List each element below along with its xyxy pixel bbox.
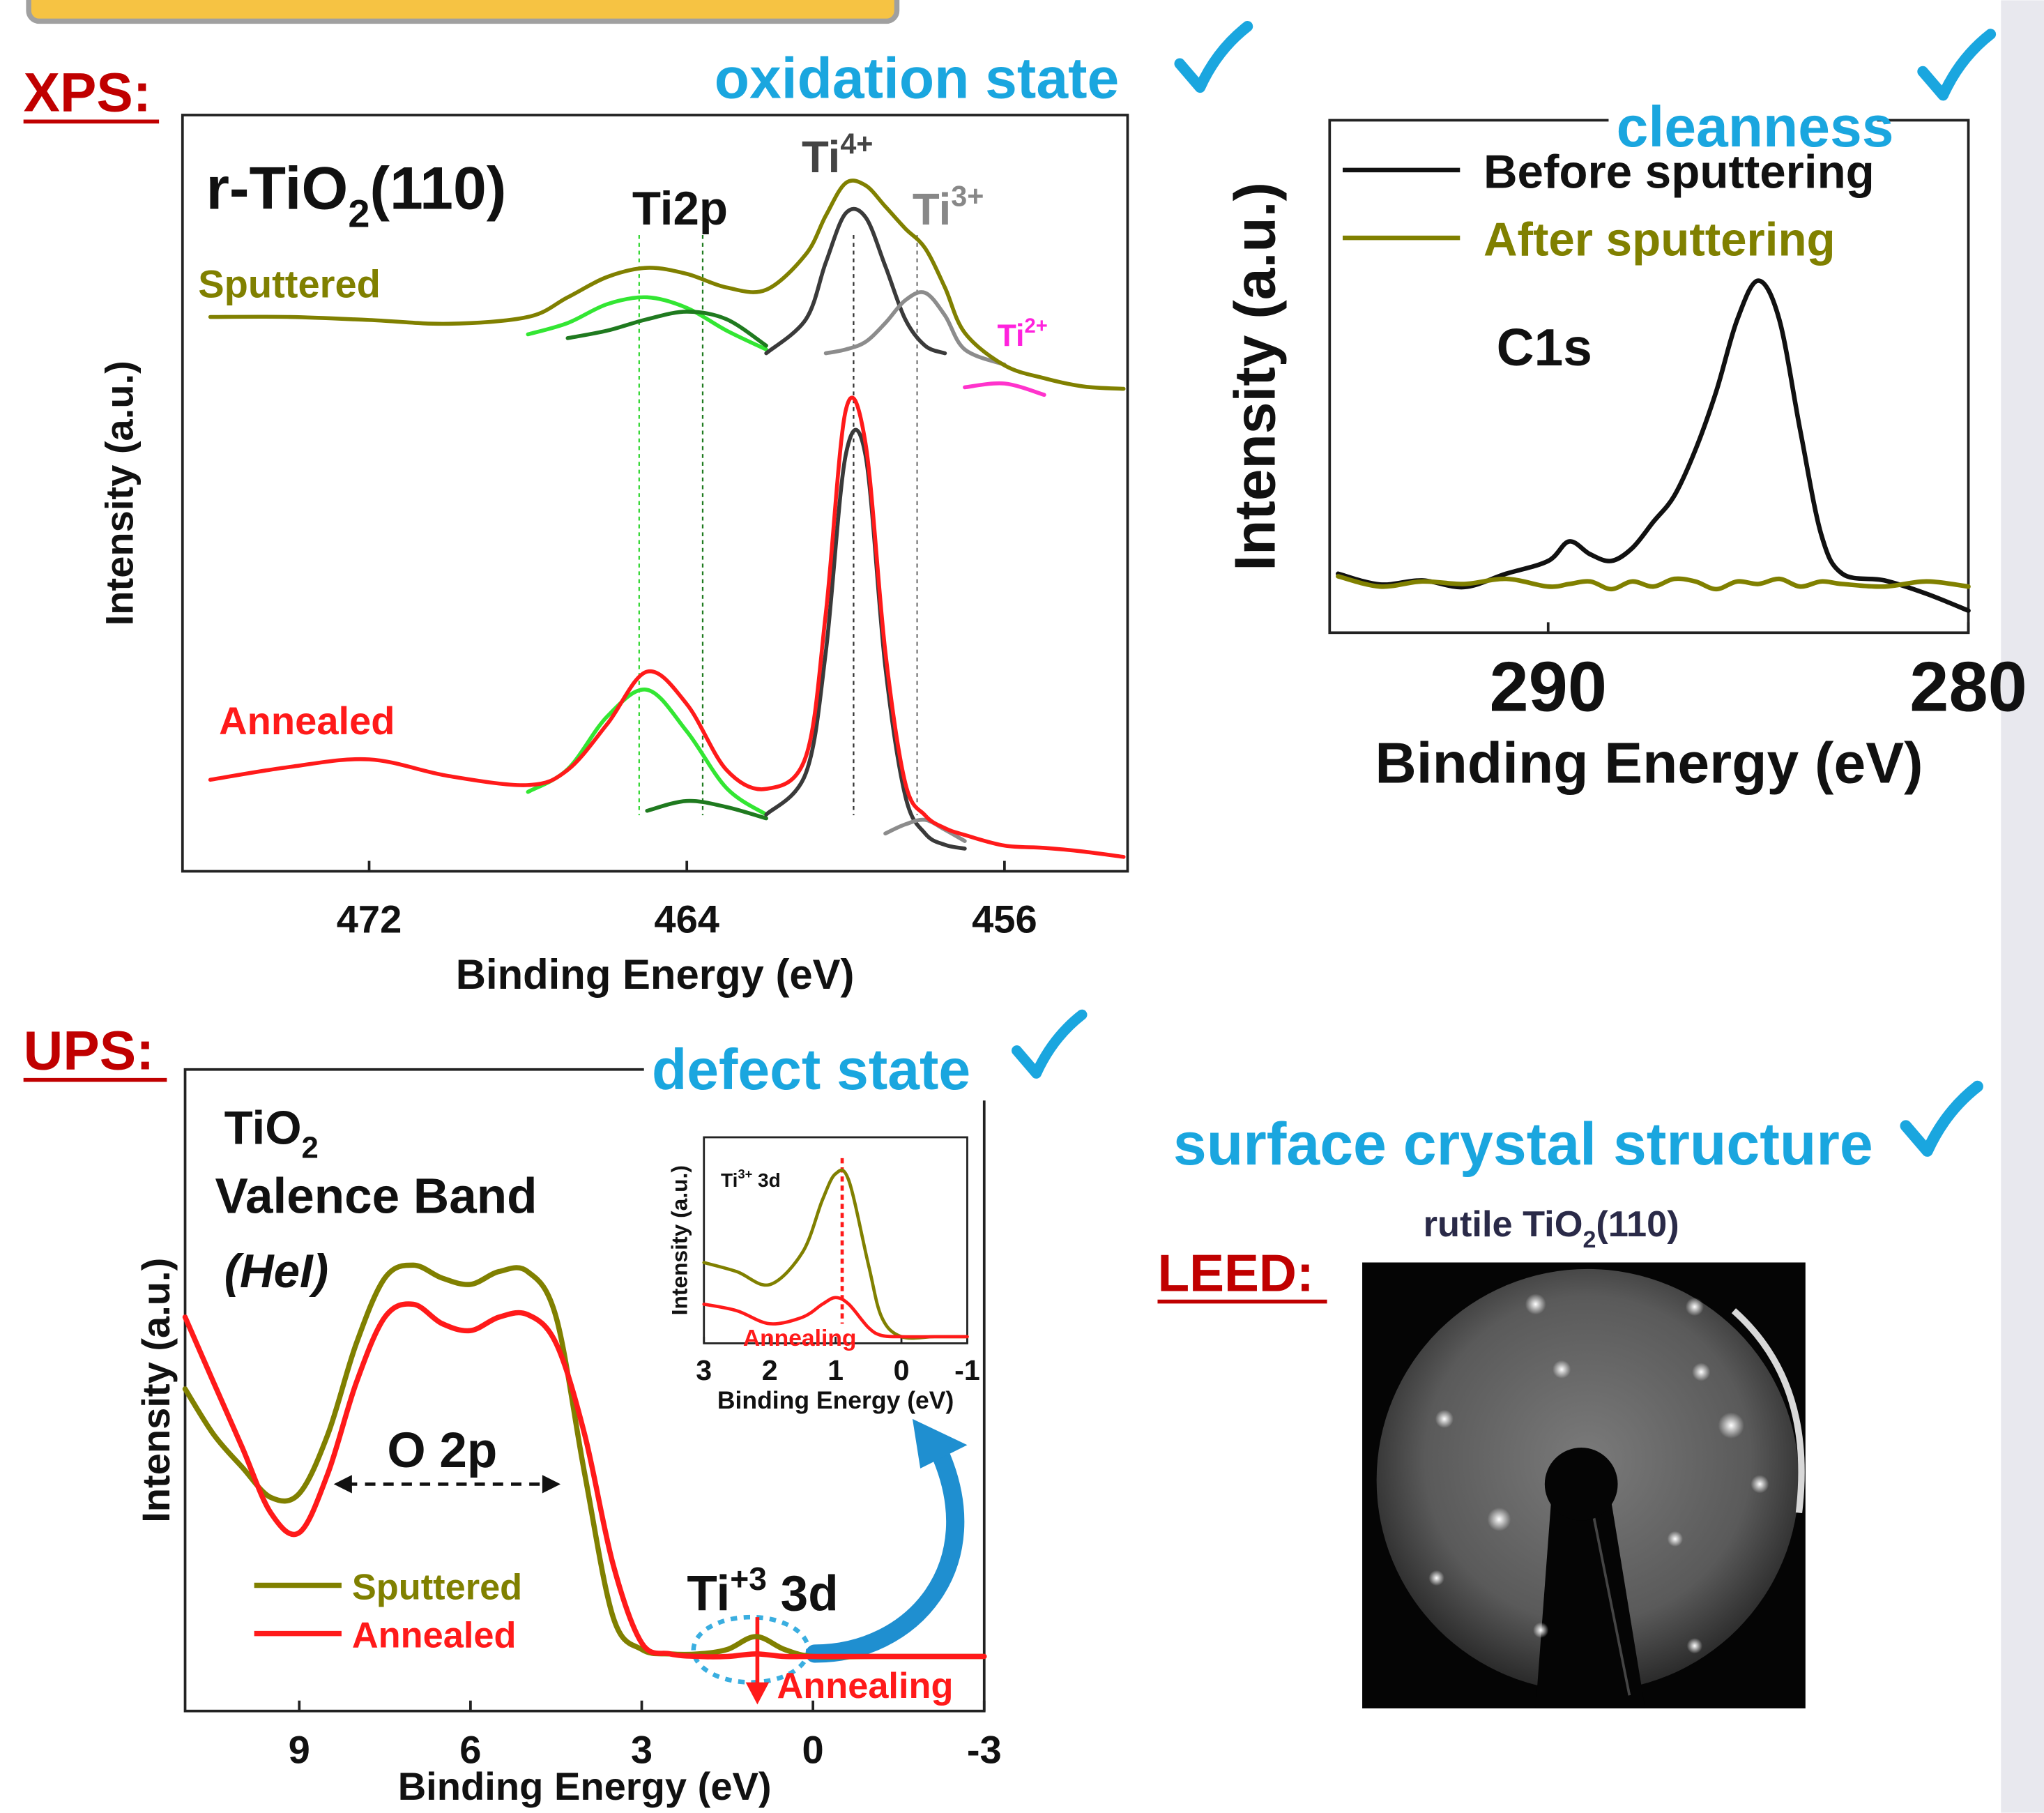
x-tick-label: 290 (1490, 648, 1607, 727)
annotation: C1s (1497, 318, 1592, 377)
annotation-part: 2+ (1025, 315, 1048, 337)
legend-label: After sputtering (1484, 214, 1836, 266)
x-tick-label: 1 (827, 1354, 844, 1386)
legend-label: Before sputtering (1484, 146, 1875, 198)
x-tick-label: -3 (967, 1728, 1002, 1772)
annotation: Annealing (743, 1326, 857, 1351)
annotation-part: Ti2p (632, 183, 728, 235)
annotation-part: 3d (752, 1169, 781, 1191)
x-tick-label: 9 (289, 1728, 310, 1772)
annotation: Annealing (777, 1666, 953, 1706)
x-axis-label: Binding Energy (eV) (398, 1764, 772, 1808)
section-label: UPS: (24, 1020, 155, 1082)
banner (29, 0, 897, 21)
x-axis-label: Binding Energy (eV) (717, 1386, 954, 1414)
x-axis-label: Binding Energy (eV) (1375, 731, 1923, 795)
x-tick-label: 3 (696, 1354, 712, 1386)
annotation: Ti2p (632, 183, 728, 235)
x-tick-label: 456 (972, 897, 1037, 941)
x-tick-label: -1 (954, 1354, 980, 1386)
image-caption-part: 2 (1582, 1227, 1596, 1253)
y-axis-label: Intensity (a.u.) (134, 1258, 178, 1523)
annotation: Valence Band (215, 1169, 537, 1224)
figure: XPS: UPS: LEED: surface crystal structure ru… (0, 0, 2044, 1813)
annotation-part: Sputtered (198, 262, 381, 306)
annotation-part: Annealed (219, 699, 395, 743)
annotation: Annealed (219, 699, 395, 743)
x-tick-label: 0 (894, 1354, 910, 1386)
image-caption-part: (110) (1596, 1204, 1679, 1245)
y-axis-label: Intensity (a.u.) (666, 1165, 692, 1315)
annotation-part: TiO (224, 1102, 302, 1154)
x-tick-label: 280 (1909, 648, 2027, 727)
section-label: LEED: (1157, 1244, 1313, 1303)
annotation-part: Annealing (777, 1666, 953, 1706)
y-axis-label: Intensity (a.u.) (98, 361, 142, 625)
x-tick-label: 2 (762, 1354, 778, 1386)
side-strip (2001, 0, 2044, 1812)
x-tick-label: 464 (654, 897, 719, 941)
annotation: Sputtered (198, 262, 381, 306)
annotation-part: 3+ (738, 1167, 752, 1181)
x-axis-label: Binding Energy (eV) (456, 951, 855, 998)
x-tick-label: 472 (337, 897, 402, 941)
section-label: XPS: (24, 61, 151, 123)
legend-label: Annealed (352, 1616, 517, 1656)
annotation-part: C1s (1497, 318, 1592, 377)
x-tick-label: 0 (802, 1728, 824, 1772)
y-axis-label: Intensity (a.u.) (1224, 182, 1288, 571)
annotation-part: Ti (997, 317, 1024, 353)
callout: surface crystal structure (1173, 1111, 1873, 1178)
legend-label: Sputtered (352, 1567, 522, 1607)
annotation-part: 3+ (951, 180, 984, 212)
annotation-part: Ti (802, 132, 840, 182)
annotation-part: 3d (767, 1567, 839, 1622)
annotation-part: (110) (369, 155, 506, 222)
annotation-part: 4+ (840, 128, 873, 160)
annotation-part: (HeI) (224, 1245, 329, 1298)
callout: oxidation state (715, 47, 1120, 111)
annotation-part: Ti (687, 1567, 730, 1622)
annotation: O 2p (387, 1423, 497, 1478)
annotation-part: r-TiO (206, 155, 348, 222)
annotation-part: O 2p (387, 1423, 497, 1478)
image-caption-part: rutile TiO (1424, 1204, 1583, 1245)
annotation-part: 2 (302, 1131, 319, 1165)
annotation-part: Ti (721, 1169, 738, 1191)
annotation-part: Annealing (743, 1326, 857, 1351)
annotation-part: 2 (348, 191, 369, 235)
annotation: (HeI) (224, 1245, 329, 1298)
annotation-part: +3 (730, 1561, 767, 1597)
annotation-part: Ti (913, 185, 951, 234)
annotation-part: Valence Band (215, 1169, 537, 1224)
callout: defect state (652, 1038, 970, 1102)
page: XPS: UPS: LEED: surface crystal structure ru… (0, 0, 2044, 1813)
leed-image (1362, 1262, 1806, 1708)
